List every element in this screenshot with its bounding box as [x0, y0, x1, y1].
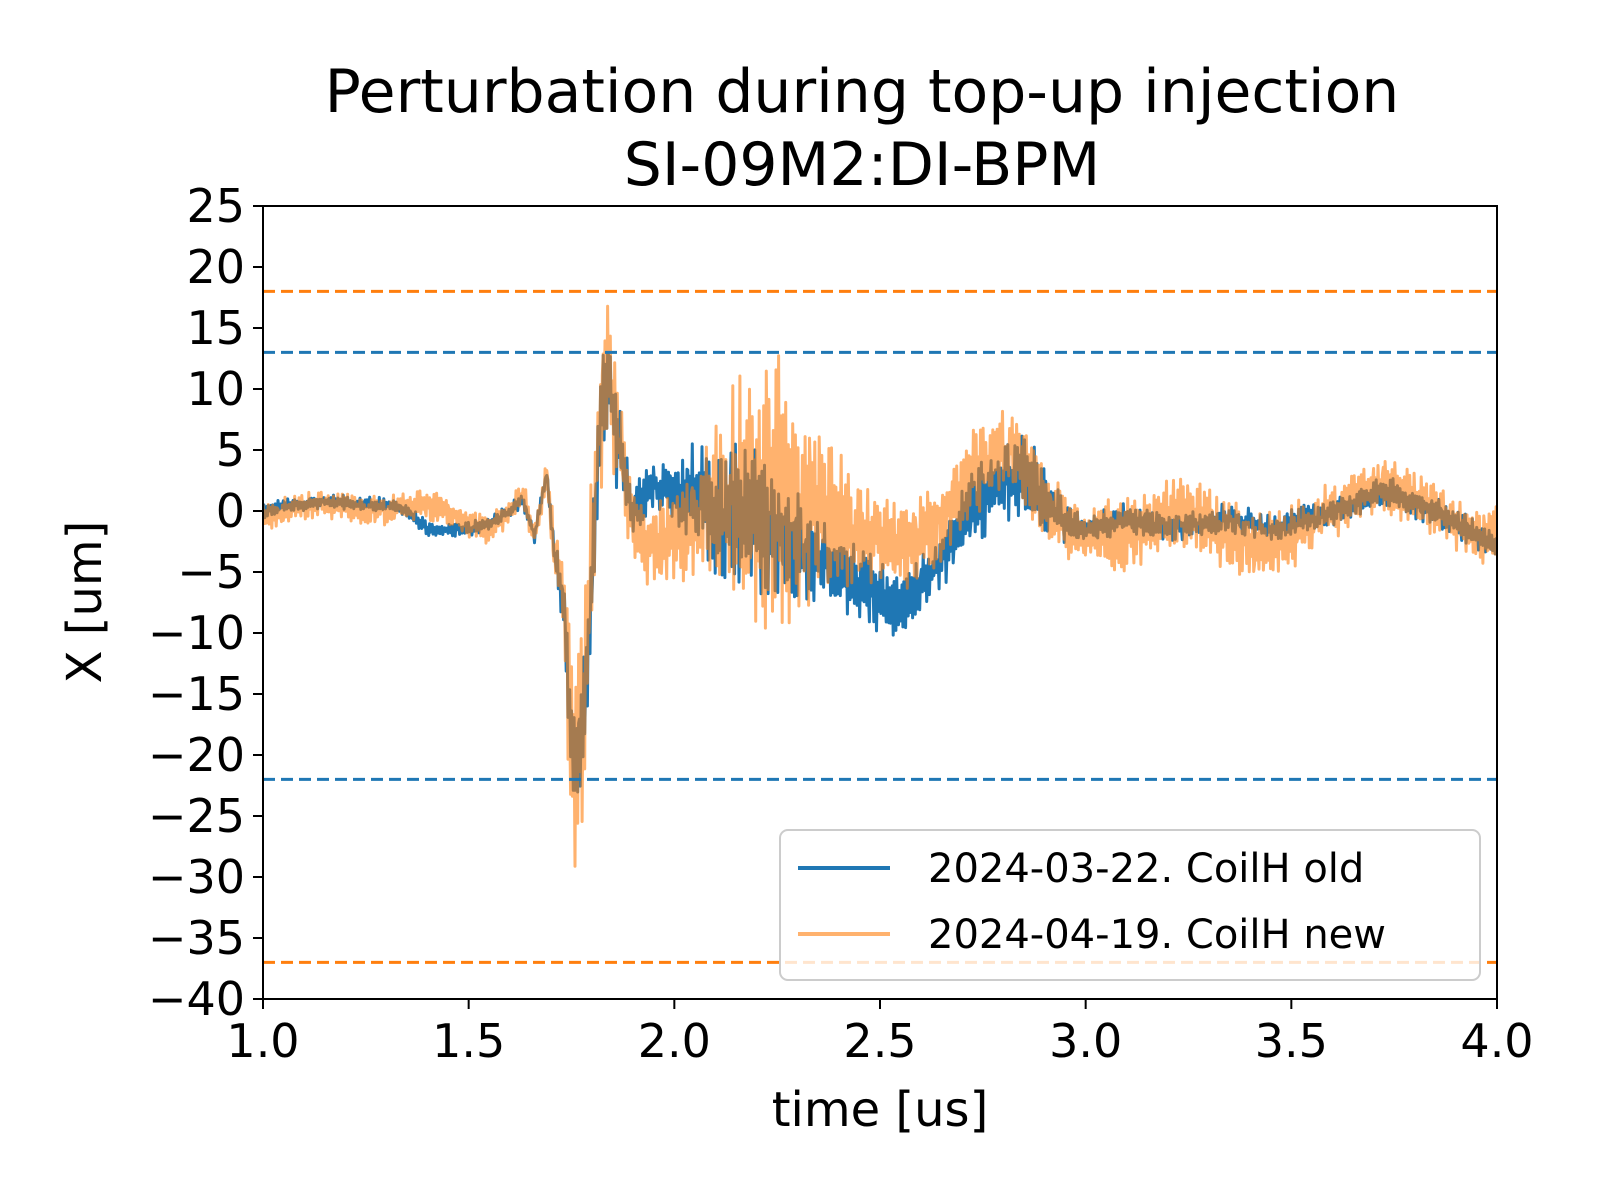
y-tick-label: −35: [148, 911, 245, 965]
x-tick-label: 2.5: [843, 1014, 916, 1068]
x-axis-ticks: 1.0 1.5 2.0 2.5 3.0 3.5 4.0: [226, 999, 1534, 1068]
y-axis-label: X [um]: [57, 521, 113, 684]
y-tick-label: −20: [148, 728, 245, 782]
series-layer: [263, 304, 1497, 868]
legend-label-new: 2024-04-19. CoilH new: [928, 912, 1386, 958]
legend-box: [779, 829, 1481, 981]
y-tick-label: 0: [216, 484, 245, 538]
chart-title: Perturbation during top-up injection: [325, 57, 1400, 127]
y-tick-label: 25: [186, 179, 245, 233]
x-tick-label: 3.0: [1049, 1014, 1122, 1068]
chart-subtitle: SI-09M2:DI-BPM: [624, 130, 1100, 200]
y-tick-label: 15: [186, 301, 245, 355]
legend-label-old: 2024-03-22. CoilH old: [928, 846, 1364, 892]
y-axis-ticks: 25 20 15 10 5 0 −5 −10 −15 −20 −25 −30 −35 −40: [148, 179, 263, 1026]
y-tick-label: −25: [148, 789, 245, 843]
series-line-1: [263, 304, 1497, 868]
x-tick-label: 1.5: [432, 1014, 505, 1068]
y-tick-label: −15: [148, 667, 245, 721]
y-tick-label: −30: [148, 850, 245, 904]
y-tick-label: 5: [216, 423, 245, 477]
x-tick-label: 2.0: [638, 1014, 711, 1068]
legend: 2024-03-22. CoilH old 2024-04-19. CoilH …: [779, 829, 1481, 981]
y-tick-label: −40: [148, 972, 245, 1026]
y-tick-label: −10: [148, 606, 245, 660]
x-tick-label: 3.5: [1255, 1014, 1328, 1068]
y-tick-label: −5: [177, 545, 245, 599]
x-tick-label: 4.0: [1460, 1014, 1533, 1068]
x-axis-label: time [us]: [772, 1082, 989, 1138]
y-tick-label: 10: [186, 362, 245, 416]
x-tick-label: 1.0: [226, 1014, 299, 1068]
y-tick-label: 20: [186, 240, 245, 294]
